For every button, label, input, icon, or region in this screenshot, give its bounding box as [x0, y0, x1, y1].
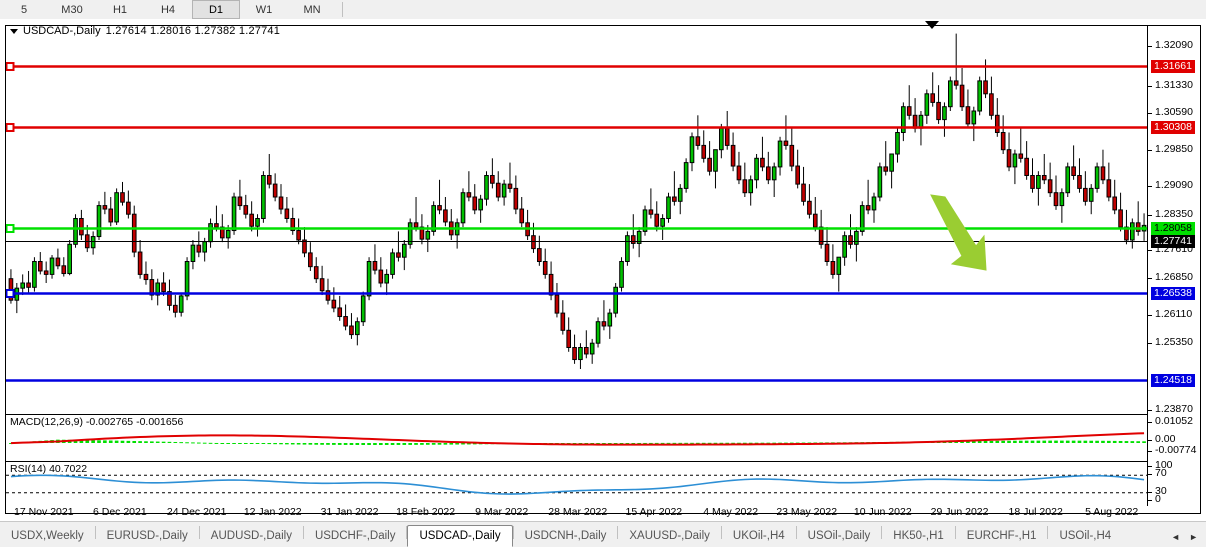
tab-scroll-left-icon[interactable]: ◄	[1171, 532, 1181, 542]
chart-tab-bar: USDX,Weekly EURUSD-,Daily AUDUSD-,Daily USD…	[0, 521, 1206, 547]
timeframe-button-d1[interactable]: D1	[192, 0, 240, 19]
macd-scale-label: 0.01052	[1155, 415, 1193, 427]
chart-tab-usdchf-daily[interactable]: USDCHF-,Daily	[314, 530, 396, 542]
chart-tab-usoil-h4[interactable]: USOil-,H4	[1059, 530, 1112, 542]
collapse-triangle-icon[interactable]	[10, 28, 18, 34]
date-label: 18 Feb 2022	[396, 506, 456, 518]
price-badge-red[interactable]: 1.31661	[1151, 60, 1195, 73]
tab-scroll-controls: ◄ ►	[1171, 532, 1206, 547]
chart-tab-audusd-daily[interactable]: AUDUSD-,Daily	[210, 530, 292, 542]
price-tick-label: 1.32090	[1155, 39, 1193, 51]
rsi-scale-label: 0	[1155, 493, 1161, 505]
date-label: 17 Nov 2021	[14, 506, 74, 518]
price-badge-blue[interactable]: 1.26538	[1151, 287, 1195, 300]
price-badge-red[interactable]: 1.30308	[1151, 121, 1195, 134]
date-label: 28 Mar 2022	[548, 506, 608, 518]
macd-pane[interactable]	[6, 414, 1147, 460]
tab-divider	[1047, 526, 1049, 539]
price-badge-green[interactable]: 1.28058	[1151, 222, 1195, 235]
chart-tab-xauusd-daily[interactable]: XAUUSD-,Daily	[629, 530, 710, 542]
macd-scale-label: -0.00774	[1155, 444, 1197, 456]
chart-tab-eurchf-h1[interactable]: EURCHF-,H1	[966, 530, 1037, 542]
rsi-pane[interactable]	[6, 461, 1147, 506]
chart-tab-eurusd-daily[interactable]: EURUSD-,Daily	[106, 530, 188, 542]
tab-divider	[94, 526, 96, 539]
pane-collapse-marker-icon[interactable]	[925, 21, 939, 29]
timeframe-toolbar: 5 M30 H1 H4 D1 W1 MN	[0, 0, 1206, 20]
price-tick-label: 1.29850	[1155, 143, 1193, 155]
rsi-scale-label: 70	[1155, 467, 1167, 479]
macd-svg	[9, 432, 1146, 446]
date-label: 18 Jul 2022	[1008, 506, 1063, 518]
rsi-label: RSI(14) 40.7022	[10, 463, 88, 475]
rsi-svg	[6, 474, 1147, 495]
price-pane[interactable]	[6, 25, 1147, 412]
symbol-header: USDCAD-,Daily 1.27614 1.28016 1.27382 1.…	[10, 25, 280, 37]
rsi-scale-label: 30	[1155, 485, 1167, 497]
tab-divider	[881, 526, 883, 539]
timeframe-button-h4[interactable]: H4	[160, 3, 176, 16]
tab-divider	[795, 526, 797, 539]
price-tick-label: 1.30590	[1155, 106, 1193, 118]
tab-divider	[512, 526, 514, 539]
chart-tab-ukoil-h4[interactable]: UKOil-,H4	[732, 530, 785, 542]
toolbar-divider	[342, 2, 343, 17]
price-tick-label: 1.23870	[1155, 403, 1193, 415]
down-arrow-annotation[interactable]	[930, 194, 987, 271]
date-label: 9 Mar 2022	[475, 506, 529, 518]
date-label: 5 Aug 2022	[1085, 506, 1139, 518]
symbol-label: USDCAD-,Daily	[23, 25, 101, 37]
price-badge-black[interactable]: 1.27741	[1151, 235, 1195, 248]
date-label: 4 May 2022	[703, 506, 759, 518]
chart-tab-usdcnh-daily[interactable]: USDCNH-,Daily	[524, 530, 607, 542]
date-label: 10 Jun 2022	[853, 506, 912, 518]
timeframe-button-h1[interactable]: H1	[112, 3, 128, 16]
price-tick-label: 1.26110	[1155, 308, 1193, 320]
candlestick-svg	[6, 33, 1147, 382]
date-label: 15 Apr 2022	[625, 506, 683, 518]
timeframe-button-5[interactable]: 5	[20, 3, 28, 16]
chart-tab-usdx-weekly[interactable]: USDX,Weekly	[11, 530, 84, 542]
ohlc-values: 1.27614 1.28016 1.27382 1.27741	[105, 25, 281, 37]
price-tick-label: 1.26850	[1155, 271, 1193, 283]
rsi-scale-label: 100	[1155, 459, 1173, 471]
chart-tab-usdcad-daily[interactable]: USDCAD-,Daily	[407, 525, 513, 547]
tab-divider	[720, 526, 722, 539]
macd-scale-label: 0.00	[1155, 433, 1176, 445]
date-label: 31 Jan 2022	[320, 506, 379, 518]
chart-tab-usoil-daily[interactable]: USOil-,Daily	[807, 530, 871, 542]
tab-divider	[954, 526, 956, 539]
price-tick-label: 1.25350	[1155, 336, 1193, 348]
price-scale[interactable]: 1.32090 1.31330 1.30590 1.29850 1.29090 1.283…	[1147, 25, 1201, 506]
tab-divider	[617, 526, 619, 539]
price-tick-label: 1.29090	[1155, 179, 1193, 191]
date-scale[interactable]: 17 Nov 2021 6 Dec 2021 24 Dec 2021 12 Jan 2…	[6, 506, 1201, 520]
price-tick-label: 1.31330	[1155, 79, 1193, 91]
timeframe-button-w1[interactable]: W1	[255, 3, 273, 16]
tab-divider	[302, 526, 304, 539]
date-label: 12 Jan 2022	[243, 506, 302, 518]
macd-label: MACD(12,26,9) -0.002765 -0.001656	[10, 416, 184, 428]
chart-tab-hk50-h1[interactable]: HK50-,H1	[893, 530, 944, 542]
date-label: 6 Dec 2021	[93, 506, 147, 518]
date-label: 29 Jun 2022	[930, 506, 989, 518]
price-badge-blue[interactable]: 1.24518	[1151, 374, 1195, 387]
tab-divider	[406, 526, 408, 539]
chart-border	[5, 25, 1201, 514]
date-label: 23 May 2022	[776, 506, 838, 518]
date-label: 24 Dec 2021	[166, 506, 227, 518]
timeframe-button-m30[interactable]: M30	[61, 3, 83, 16]
tab-scroll-right-icon[interactable]: ►	[1189, 532, 1198, 542]
price-tick-label: 1.28350	[1155, 208, 1193, 220]
tab-divider	[198, 526, 200, 539]
timeframe-button-mn[interactable]: MN	[303, 3, 321, 16]
